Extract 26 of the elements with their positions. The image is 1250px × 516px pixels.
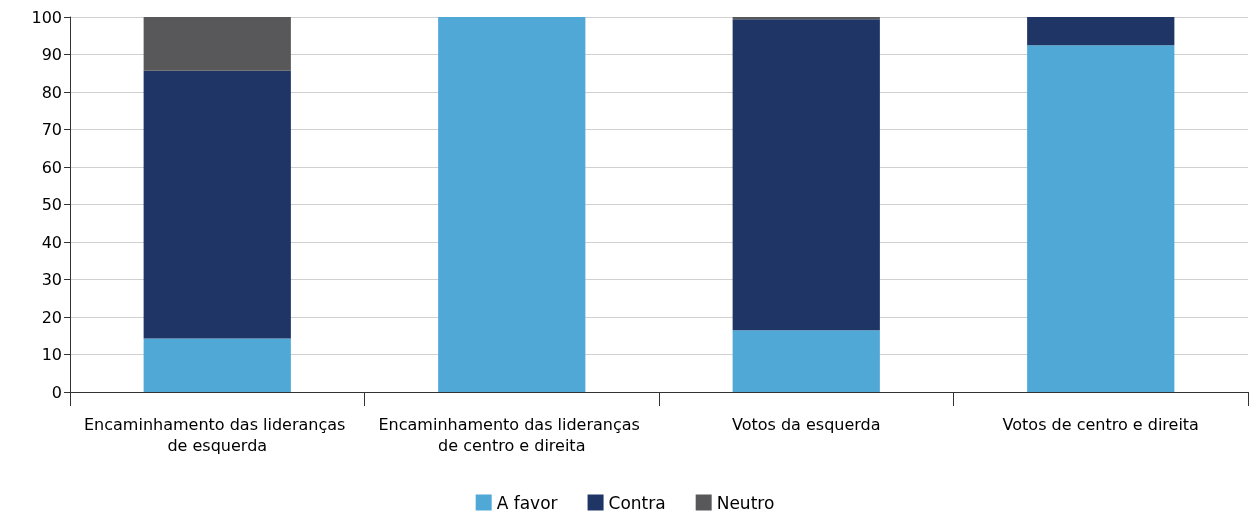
y-tick-label: 10	[41, 345, 62, 364]
x-tick-label: Encaminhamento das lideranças de centro e direita	[378, 415, 646, 455]
y-tick-label: 60	[41, 157, 62, 177]
y-tick-label: 80	[41, 82, 62, 102]
bar	[1027, 45, 1175, 392]
bar	[438, 17, 586, 392]
bar	[1027, 17, 1175, 46]
bar	[732, 19, 880, 331]
bar	[143, 70, 291, 339]
bar	[143, 17, 291, 71]
y-tick-label: 90	[41, 45, 62, 64]
bar	[143, 338, 291, 392]
y-tick-label: 40	[41, 232, 62, 252]
legend-label: A favor	[496, 492, 558, 513]
x-tick-label: Votos de centro e direita	[1002, 415, 1199, 434]
x-tick-label: Encaminhamento das lideranças de esquerda	[83, 415, 351, 455]
y-tick-label: 20	[41, 307, 62, 327]
y-tick-label: 30	[41, 270, 62, 289]
legend-label: Neutro	[716, 492, 775, 513]
y-tick-label: 50	[41, 195, 62, 214]
y-tick-label: 100	[31, 7, 62, 27]
legend-label: Contra	[608, 492, 666, 513]
bar	[732, 330, 880, 392]
x-tick-label: Votos da esquerda	[731, 415, 881, 434]
y-tick-label: 0	[51, 382, 62, 402]
y-tick-label: 70	[41, 120, 62, 139]
